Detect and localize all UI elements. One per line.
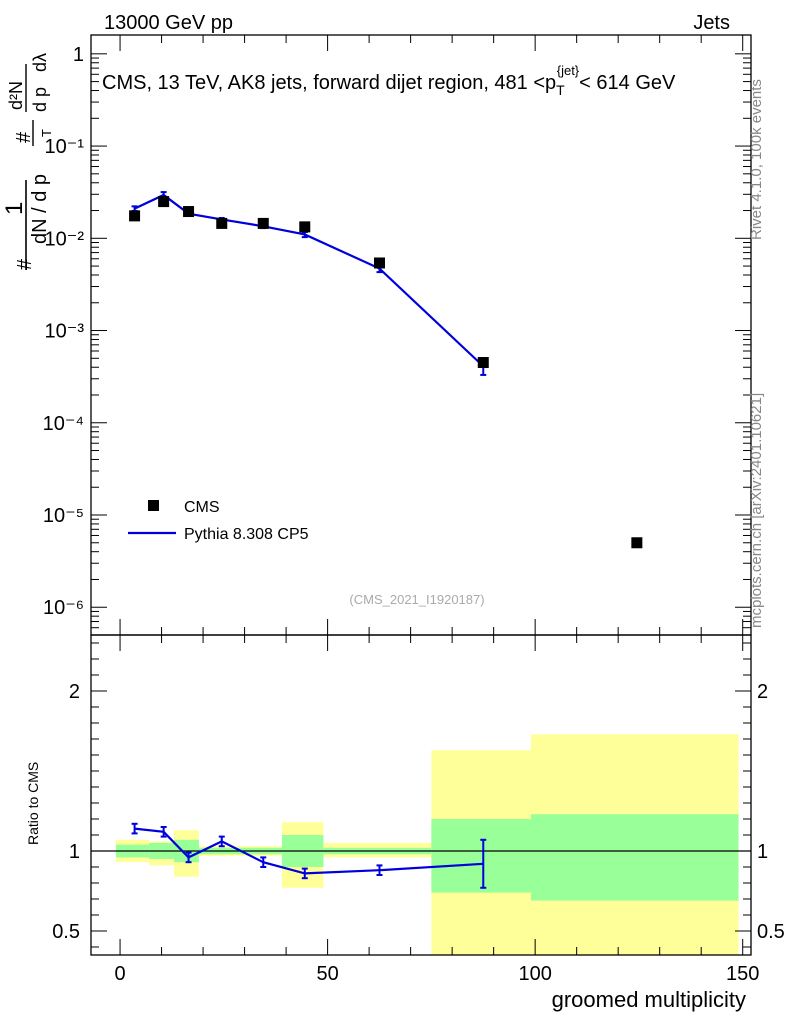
pythia-ratio-line xyxy=(134,827,484,875)
watermark: (CMS_2021_I1920187) xyxy=(349,592,484,607)
axis-tick-labels: 0 50 100 150 1 10⁻¹ 10⁻² 10⁻³ 10⁻⁴ 10⁻⁵ 10⁻⁶ 0.5 0.5… xyxy=(43,44,785,985)
plot-title: CMS, 13 TeV, AK8 jets, forward dijet reg… xyxy=(102,63,676,98)
y-tick-label-ratio: 2 xyxy=(69,681,80,703)
cms-data-point xyxy=(183,206,195,218)
cms-data-series xyxy=(129,196,643,549)
header-category: Jets xyxy=(693,12,730,34)
y-tick-label-ratio: 0.5 xyxy=(52,921,80,943)
cms-data-point xyxy=(631,537,643,549)
pythia-series xyxy=(131,191,487,376)
cms-data-point xyxy=(477,357,489,369)
y-tick-label-main: 1 xyxy=(73,44,84,66)
cms-data-point xyxy=(299,221,311,233)
ratio-uncertainty-bands xyxy=(115,734,739,955)
y-tick-label-main: 10⁻³ xyxy=(45,321,85,343)
y-tick-label-ratio-right: 1 xyxy=(757,841,768,863)
ratio-y-axis-label: Ratio to CMS xyxy=(25,762,41,845)
svg-text:1: 1 xyxy=(1,202,28,215)
cms-data-point xyxy=(129,210,141,222)
legend-label-pythia: Pythia 8.308 CP5 xyxy=(184,526,309,543)
cms-data-point xyxy=(257,217,269,229)
y-tick-label-main: 10⁻¹ xyxy=(45,136,85,158)
header-energy: 13000 GeV pp xyxy=(104,12,233,34)
mcplots-label: mcplots.cern.ch [arXiv:2401.10621] xyxy=(748,393,765,628)
y-tick-label-ratio-right: 2 xyxy=(757,681,768,703)
y-tick-label-main: 10⁻⁵ xyxy=(43,505,84,527)
svg-text:d²N: d²N xyxy=(6,81,26,110)
x-tick-label: 50 xyxy=(316,963,338,985)
svg-text:d p: d p xyxy=(30,87,50,112)
main-plot-frame xyxy=(90,34,752,636)
cms-data-point xyxy=(216,217,228,229)
svg-text:#: # xyxy=(13,131,35,143)
legend-marker-cms xyxy=(148,500,159,511)
pythia-line xyxy=(134,193,485,368)
y-tick-label-main: 10⁻² xyxy=(45,228,85,250)
x-tick-label: 100 xyxy=(518,963,551,985)
svg-text:#: # xyxy=(14,258,36,270)
y-tick-label-ratio: 1 xyxy=(69,841,80,863)
svg-text:dN / d p: dN / d p xyxy=(29,174,51,244)
main-y-axis-label: 1 # dN / d p T # d²N d p dλ xyxy=(1,53,54,270)
y-tick-label-main: 10⁻⁶ xyxy=(43,597,84,619)
rivet-label: Rivet 4.1.0, 100k events xyxy=(748,79,765,240)
y-tick-label-ratio-right: 0.5 xyxy=(757,921,785,943)
cms-data-point xyxy=(158,196,170,208)
band-inner-7 xyxy=(531,814,739,901)
band-inner-6 xyxy=(431,819,531,893)
cms-data-point xyxy=(373,257,385,269)
ratio-plot-frame xyxy=(90,634,752,956)
y-tick-label-main: 10⁻⁴ xyxy=(43,413,84,435)
x-tick-label: 150 xyxy=(726,963,759,985)
legend: CMS Pythia 8.308 CP5 xyxy=(128,499,309,543)
axis-ticks xyxy=(91,35,751,955)
svg-text:dλ: dλ xyxy=(30,53,50,72)
svg-text:T: T xyxy=(39,129,54,137)
pythia-ratio-series xyxy=(131,822,487,889)
legend-label-cms: CMS xyxy=(184,499,220,516)
x-tick-label: 0 xyxy=(114,963,125,985)
x-axis-label: groomed multiplicity xyxy=(552,987,746,1012)
